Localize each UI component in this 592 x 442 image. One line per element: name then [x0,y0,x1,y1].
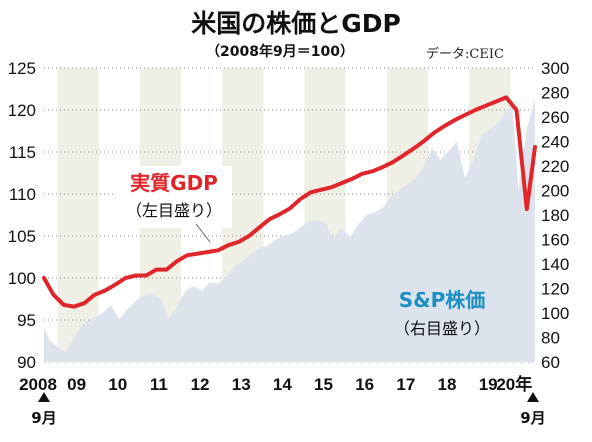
end-marker-icon [527,392,539,402]
x-tick-label: 14 [273,375,292,394]
chart-subtitle: （2008年9月＝100） [206,43,354,60]
start-month-note: 9月 [31,409,56,427]
left-tick-label: 100 [8,269,36,288]
right-tick-label: 180 [541,206,569,225]
x-tick-label: 15 [314,375,333,394]
gdp-leader-line [195,223,211,243]
right-tick-label: 240 [541,133,569,152]
x-tick-label: 13 [232,375,251,394]
end-month-note: 9月 [520,409,545,427]
left-tick-label: 90 [17,353,36,372]
x-tick-label: 16 [355,375,374,394]
x-tick-label: 11 [150,375,168,394]
left-tick-label: 95 [17,311,36,330]
right-tick-label: 260 [541,108,569,127]
right-tick-label: 140 [541,255,569,274]
gdp-axis-note: （左目盛り） [126,201,222,220]
x-tick-label: 17 [396,375,415,394]
left-tick-label: 125 [8,59,36,78]
x-tick-label: 2008 [19,375,57,394]
right-tick-label: 60 [541,353,560,372]
gdp-label-bg [116,166,232,228]
left-tick-label: 115 [9,143,36,162]
sp500-area [44,98,535,362]
right-tick-label: 280 [541,84,569,103]
left-tick-label: 110 [9,185,36,204]
start-marker-icon [38,392,50,402]
left-axis-ticks: 90 95 100 105 110 115 120 125 [8,59,36,372]
sp500-axis-note: （右目盛り） [394,319,490,338]
sp500-label: S&P株価 [399,288,486,312]
x-tick-label: 20年 [496,374,532,394]
right-tick-label: 100 [541,304,569,323]
right-axis-ticks: 60 80 100 120 140 160 180 200 220 240 260 280 300 [541,59,569,372]
right-tick-label: 80 [541,329,560,348]
right-tick-label: 160 [541,231,569,250]
year-band [57,68,99,362]
x-tick-label: 09 [67,375,86,394]
right-tick-label: 120 [541,280,569,299]
right-tick-label: 200 [541,182,569,201]
source-note: データ:CEIC [426,46,504,62]
x-tick-label: 18 [438,375,457,394]
right-tick-label: 220 [541,157,569,176]
gdp-label: 実質GDP [130,171,218,195]
x-tick-label: 10 [108,375,127,394]
x-tick-label: 19 [479,375,498,394]
right-tick-label: 300 [541,59,569,78]
chart-title: 米国の株価とGDP [191,9,401,38]
left-tick-label: 120 [8,101,36,120]
left-tick-label: 105 [8,227,36,246]
gdp-line [42,95,537,309]
x-tick-label: 12 [191,375,210,394]
